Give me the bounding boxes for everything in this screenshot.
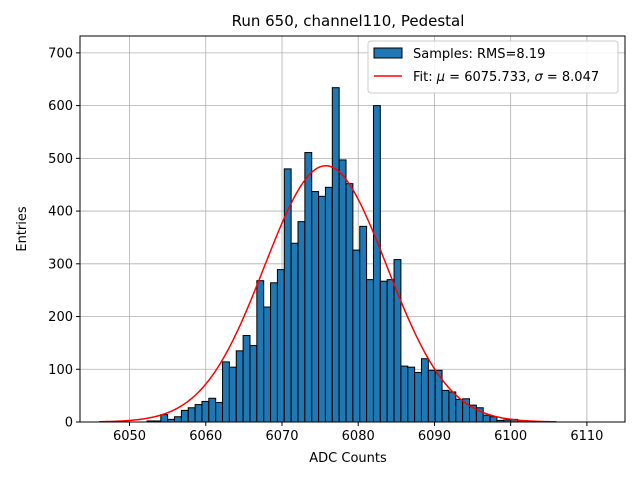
x-tick-label: 6070 [265,429,298,444]
histogram-bar [455,398,464,423]
histogram-bar [331,87,340,423]
y-tick-label: 600 [48,99,73,114]
histogram-bar [297,221,306,423]
legend-fit-sigma-value: = 8.047 [543,70,599,85]
y-tick-label: 300 [48,257,73,272]
histogram-bar [249,345,258,423]
plot-frame [79,35,626,423]
legend-fit-prefix: Fit: [413,70,437,85]
x-tick-label: 6050 [113,429,146,444]
histogram-bar [489,416,498,423]
x-tick-label: 6110 [570,429,603,444]
histogram-bar [420,358,429,423]
histogram-bar [400,365,409,423]
histogram-bar [366,279,374,423]
y-axis-ticks: 0 100 200 300 400 500 600 700 [48,46,80,431]
histogram-bar [180,409,189,423]
legend-fit-mu-value: = 6075.733, [445,70,534,85]
histogram-bar [235,350,244,423]
y-tick-label: 200 [48,310,73,325]
legend-samples-swatch [373,47,403,59]
histogram-bar [372,105,381,423]
histogram-bar [228,366,237,423]
x-tick-label: 6080 [342,429,375,444]
histogram-bar [414,371,422,423]
histogram-bar [208,397,217,423]
histogram-bar [359,225,368,423]
y-tick-label: 0 [65,416,73,431]
histogram-bar [427,369,436,423]
legend-fit-label: Fit: μ = 6075.733, σ = 8.047 [413,70,599,85]
histogram-bar [407,366,416,423]
histogram-bar [215,401,224,423]
y-tick-label: 100 [48,363,73,378]
histogram-bar [270,282,278,423]
histogram-bar [352,249,361,423]
histogram-bar [304,152,313,423]
histogram-bar [187,407,196,423]
y-tick-label: 400 [48,205,73,220]
legend-fit-sigma-symbol: σ [535,70,544,85]
gaussian-fit-curve [99,164,557,423]
histogram-bar [201,400,210,423]
legend-fit-mu-symbol: μ [436,70,445,85]
histogram-bar [338,159,347,423]
legend-box [367,40,619,94]
legend: Samples: RMS=8.19 Fit: μ = 6075.733, σ =… [367,40,619,94]
histogram-bar [345,183,354,423]
chart-title: Run 650, channel110, Pedestal [232,12,465,30]
histogram-bar [222,361,230,423]
histogram-bar [160,414,169,423]
histogram-bar [318,195,326,423]
x-tick-label: 6090 [418,429,451,444]
x-axis-ticks: 6050 6060 6070 6080 6090 6100 6110 [113,422,603,444]
x-axis-label: ADC Counts [309,451,387,466]
y-tick-label: 700 [48,46,73,61]
histogram-bar [441,389,450,423]
histogram-bar [256,280,265,423]
histogram-bar [276,269,285,423]
legend-samples-label: Samples: RMS=8.19 [413,47,545,62]
x-tick-label: 6100 [494,429,527,444]
histogram-bar [324,186,333,423]
histogram-bar [290,242,299,423]
histogram-bar [379,280,388,423]
y-tick-label: 500 [48,152,73,167]
histogram-bar [311,191,320,423]
x-tick-label: 6060 [189,429,222,444]
histogram-bar [242,335,251,423]
histogram-bar [448,391,457,423]
y-axis-label: Entries [15,206,30,252]
histogram-bar [194,404,203,423]
histogram-bar [393,259,402,423]
histogram-bar [482,414,491,423]
histogram-bar [263,306,272,423]
histogram-bar [174,416,182,423]
histogram-bar [386,279,395,423]
